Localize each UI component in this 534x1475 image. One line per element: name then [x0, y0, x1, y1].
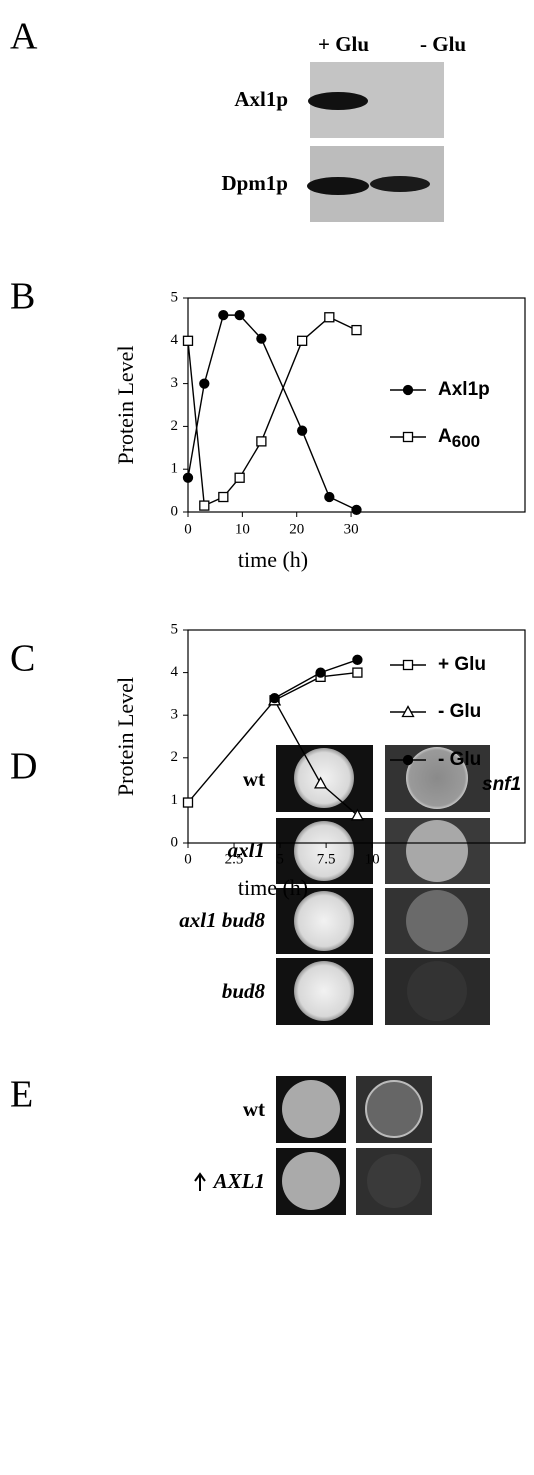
legend-label: A600 [438, 426, 480, 451]
lane-label: - Glu [420, 32, 466, 56]
strain-label: wt [243, 767, 265, 791]
legend-marker [402, 754, 414, 766]
x-tick-label: 5 [276, 851, 284, 867]
legend-name: - Glu [438, 749, 481, 770]
point [182, 797, 194, 808]
panel-letter: A [10, 16, 38, 58]
up-arrow [194, 1172, 206, 1191]
y-tick-label: 4 [171, 664, 179, 680]
point [256, 436, 267, 447]
point [296, 335, 308, 346]
point [351, 324, 362, 336]
y-tick-label: 5 [171, 621, 179, 637]
point [350, 808, 365, 821]
series-line [187, 314, 357, 511]
band [370, 176, 430, 192]
legend-label: - Glu [438, 701, 481, 722]
legend-label: + Glu [438, 654, 486, 675]
point [182, 335, 194, 346]
point [199, 378, 210, 389]
point [218, 309, 229, 321]
legend-marker [402, 384, 414, 396]
legend-name: - Glu [438, 701, 481, 722]
y-tick-label: 0 [171, 503, 179, 519]
point [218, 491, 229, 503]
x-tick-label: 2.5 [225, 851, 244, 867]
strain-label: AXL1 [212, 1169, 265, 1193]
point [182, 472, 194, 483]
lane-label: + Glu [318, 32, 369, 56]
legend-label: Axl1p [438, 379, 490, 400]
point [313, 776, 328, 789]
y-axis-title: Protein Level [113, 677, 138, 796]
x-tick-label: 30 [344, 521, 359, 537]
point [352, 667, 363, 678]
legend-marker [402, 431, 414, 443]
panel-letter: D [10, 746, 37, 788]
legend-name: + Glu [438, 654, 486, 675]
strain-label: axl1 bud8 [179, 908, 265, 932]
blot-label: Dpm1p [221, 171, 288, 195]
y-tick-label: 2 [171, 749, 179, 765]
y-tick-label: 0 [171, 834, 179, 850]
series-line [187, 316, 357, 507]
band [308, 92, 368, 110]
legend-label: - Glu [438, 749, 481, 770]
point [199, 500, 210, 511]
point [352, 654, 363, 665]
y-tick-label: 4 [171, 332, 179, 348]
point [324, 312, 335, 323]
band [307, 177, 369, 195]
point [296, 425, 308, 436]
point [269, 693, 280, 704]
x-axis-title: time (h) [238, 875, 308, 900]
y-tick-label: 3 [171, 375, 179, 391]
blot-label: Axl1p [234, 87, 288, 111]
panel-letter: C [10, 638, 35, 680]
panel-letter: B [10, 276, 35, 318]
plot-frame [187, 629, 526, 844]
point [324, 491, 335, 503]
y-axis-title: Protein Level [113, 345, 138, 464]
point [315, 667, 326, 678]
legend-strain: snf1 [482, 774, 521, 795]
y-tick-label: 1 [171, 461, 179, 477]
point [351, 504, 362, 516]
y-tick-label: 2 [171, 418, 179, 434]
strain-label: axl1 [228, 838, 265, 862]
y-tick-label: 3 [171, 707, 179, 723]
panel-letter: E [10, 1074, 33, 1116]
x-tick-label: 0 [184, 521, 192, 537]
point [234, 472, 245, 483]
colony-images [276, 745, 490, 1215]
legend-name: A [438, 426, 452, 447]
x-tick-label: 7.5 [317, 851, 336, 867]
legend-marker [401, 705, 415, 718]
x-tick-label: 10 [365, 851, 380, 867]
point [234, 309, 245, 321]
legend-subscript: 600 [452, 432, 480, 451]
strain-label: bud8 [222, 979, 266, 1003]
y-tick-label: 1 [171, 792, 179, 808]
y-tick-label: 5 [171, 289, 179, 305]
series-line [187, 671, 358, 803]
x-tick-label: 0 [184, 851, 192, 867]
x-tick-label: 20 [289, 521, 304, 537]
x-axis-title: time (h) [238, 547, 308, 572]
legend-marker [402, 659, 414, 671]
x-tick-label: 10 [235, 521, 250, 537]
legend-name: Axl1p [438, 379, 490, 400]
point [256, 333, 267, 344]
strain-label: wt [243, 1097, 265, 1121]
